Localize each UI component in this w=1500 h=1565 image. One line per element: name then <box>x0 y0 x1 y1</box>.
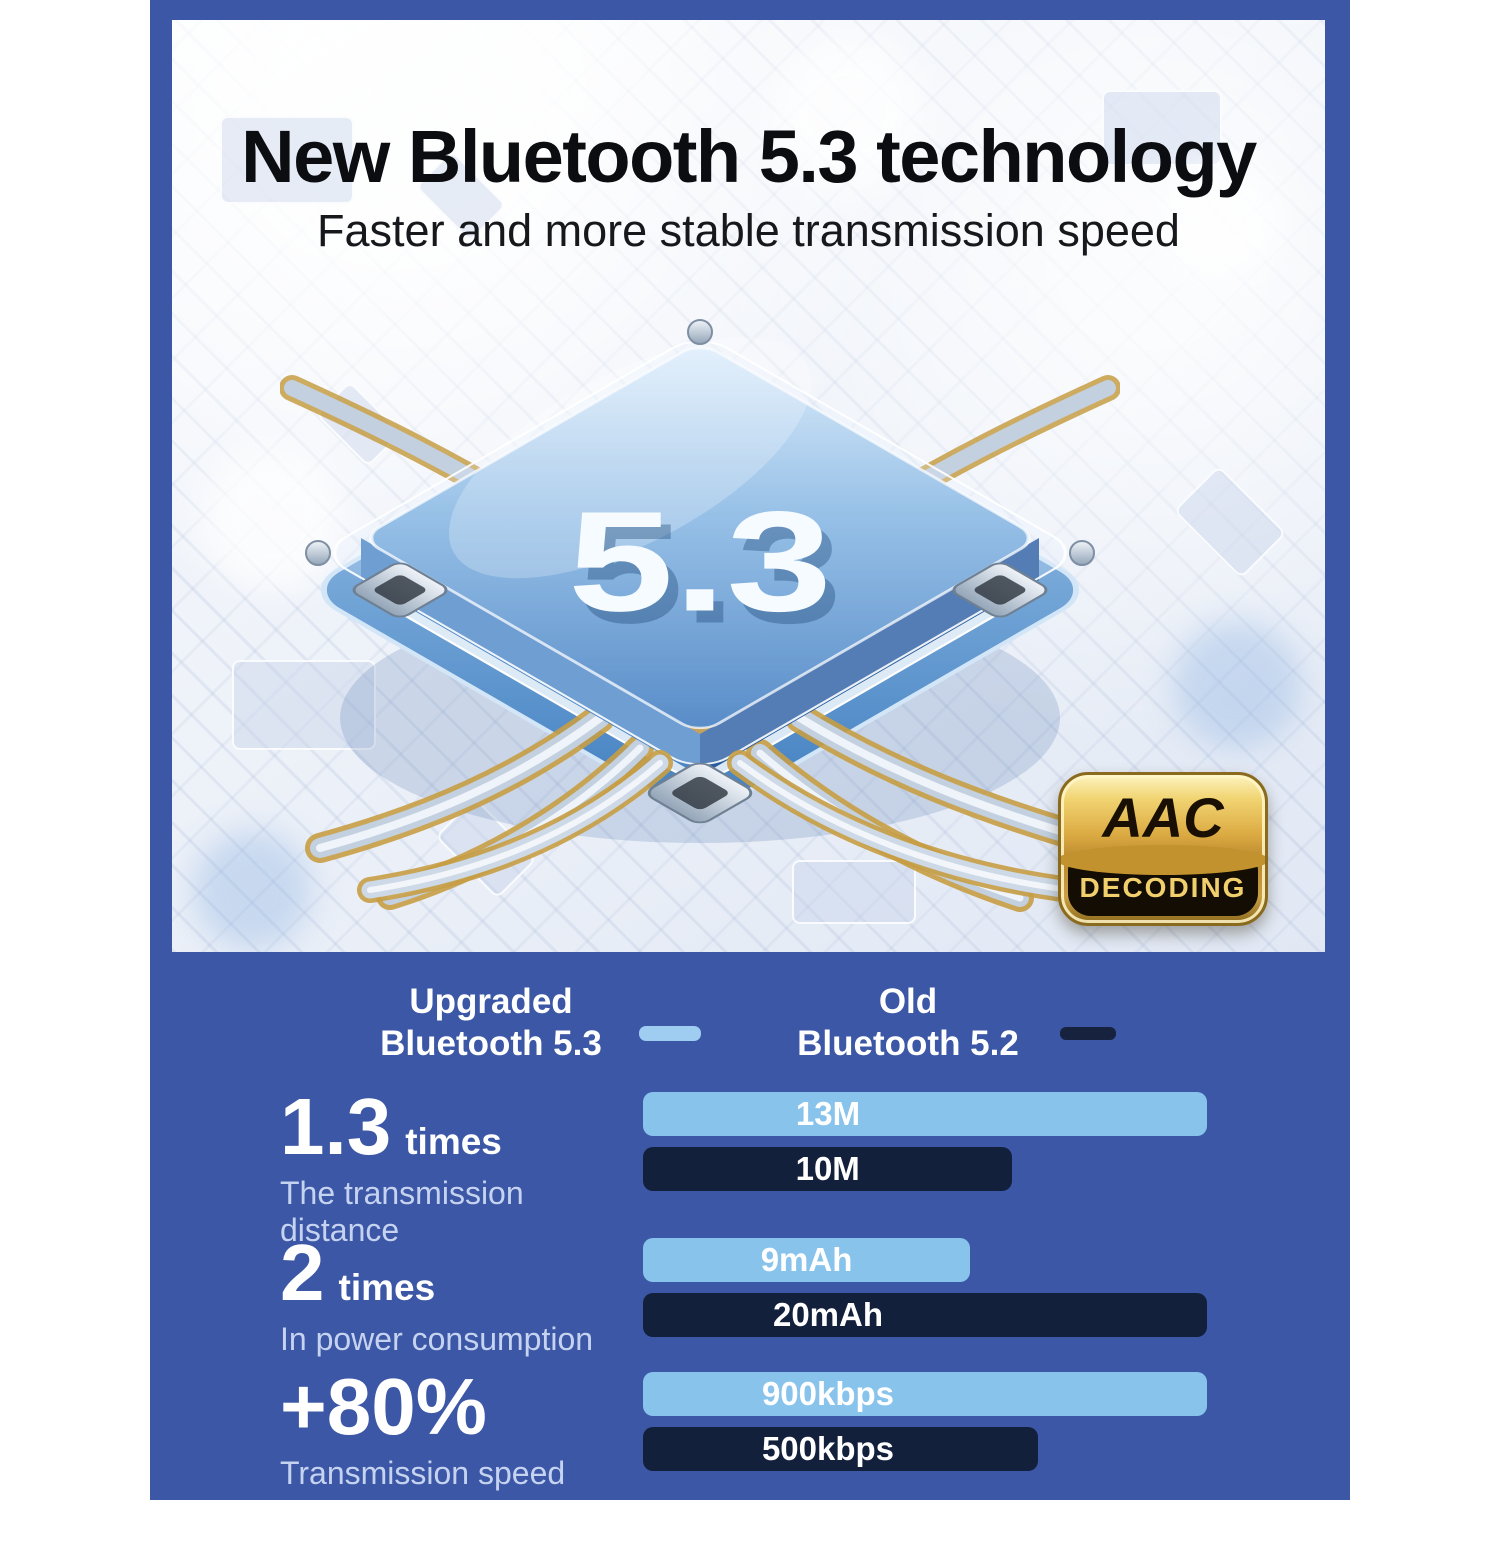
legend-new-swatch <box>639 1026 701 1041</box>
legend-new-line1: Upgraded <box>409 982 573 1021</box>
bar-old: 20mAh <box>643 1293 1207 1337</box>
metric-value: 1.3 <box>280 1082 392 1171</box>
chip-top-face <box>369 346 1031 730</box>
chip-version-label: 5.3 <box>568 482 832 642</box>
chip-gloss <box>448 337 812 579</box>
metal-clamps <box>352 562 1048 824</box>
bar-value-label: 13M <box>795 1095 861 1132</box>
row-bars: 900kbps 500kbps <box>643 1372 1207 1471</box>
circuit-texture-block <box>792 860 916 924</box>
bokeh-highlight <box>202 450 342 590</box>
circuit-texture-block <box>232 660 376 750</box>
bar-value-label: 20mAh <box>772 1296 884 1333</box>
legend-new-label: Upgraded Bluetooth 5.3 <box>366 981 616 1065</box>
circuit-texture-block <box>1102 90 1222 166</box>
bar-new: 900kbps <box>643 1372 1207 1416</box>
aac-label: AAC <box>1102 785 1224 849</box>
metric-value: 2 <box>280 1228 325 1317</box>
blue-panel: New Bluetooth 5.3 technology Faster and … <box>150 0 1350 1500</box>
metric-suffix: times <box>338 1267 436 1308</box>
legend-new-line2: Bluetooth 5.3 <box>380 1024 602 1063</box>
comparison-row-speed: +80% Transmission speed 900kbps 500kbps <box>150 1365 1350 1565</box>
page-subtitle: Faster and more stable transmission spee… <box>317 205 1180 257</box>
aac-decoding-badge: AAC DECODING <box>1058 772 1268 926</box>
row-bars: 9mAh 20mAh <box>643 1238 1207 1337</box>
bar-new: 13M <box>643 1092 1207 1136</box>
legend-old-swatch <box>1060 1027 1116 1040</box>
metric-line: 1.3 times <box>280 1085 640 1169</box>
chip-version-shadow: 5.3 <box>578 494 842 654</box>
bokeh-highlight <box>1172 620 1302 750</box>
legend-old-label: Old Bluetooth 5.2 <box>788 981 1028 1065</box>
circuit-texture-block <box>220 116 354 204</box>
metric-suffix: times <box>405 1121 502 1162</box>
page-title: New Bluetooth 5.3 technology <box>241 114 1257 198</box>
bar-new: 9mAh <box>643 1238 971 1282</box>
metric-label: The transmission distance <box>280 1175 524 1248</box>
row-metric-block: +80% Transmission speed <box>280 1365 640 1492</box>
hero-photo: New Bluetooth 5.3 technology Faster and … <box>172 20 1325 952</box>
svg-text:5.3: 5.3 <box>578 494 842 654</box>
row-bars: 13M 10M <box>643 1092 1207 1191</box>
chip-side-right <box>700 538 1039 776</box>
row-metric-block: 2 times In power consumption <box>280 1231 640 1358</box>
legend-old-line1: Old <box>878 982 938 1021</box>
bar-old: 10M <box>643 1147 1013 1191</box>
bokeh-highlight <box>772 40 922 190</box>
bar-value-label: 10M <box>795 1150 860 1187</box>
glass-stud <box>305 540 331 566</box>
chip-illustration: 5.3 5.3 <box>280 319 1120 912</box>
bar-old: 500kbps <box>643 1427 1038 1471</box>
bar-value-label: 900kbps <box>761 1375 895 1412</box>
bar-value-label: 9mAh <box>760 1241 853 1278</box>
infographic-canvas: New Bluetooth 5.3 technology Faster and … <box>150 0 1350 1500</box>
bar-value-label: 500kbps <box>761 1430 895 1467</box>
comparison-row-power: 2 times In power consumption 9mAh 20mAh <box>150 1231 1350 1431</box>
metric-line: +80% <box>280 1365 640 1449</box>
metric-line: 2 times <box>280 1231 640 1315</box>
aac-badge-bottom: DECODING <box>1061 845 1265 916</box>
glass-cover <box>333 341 1067 765</box>
chip-version: 5.3 <box>568 482 832 642</box>
legend-old-line2: Bluetooth 5.2 <box>797 1024 1019 1063</box>
circuit-texture-block <box>1173 465 1287 579</box>
decoding-label: DECODING <box>1079 872 1247 903</box>
comparison-row-distance: 1.3 times The transmission distance 13M … <box>150 1085 1350 1285</box>
metric-value: +80% <box>280 1362 487 1451</box>
glass-stud <box>1069 540 1095 566</box>
front-cables <box>357 750 1083 903</box>
bokeh-highlight <box>1162 160 1282 280</box>
glass-stud <box>687 319 713 345</box>
metric-label: Transmission speed <box>280 1455 566 1491</box>
bokeh-highlight <box>192 830 312 950</box>
chip-side-left <box>361 538 700 776</box>
metric-label: In power consumption <box>280 1321 594 1357</box>
row-metric-block: 1.3 times The transmission distance <box>280 1085 640 1249</box>
